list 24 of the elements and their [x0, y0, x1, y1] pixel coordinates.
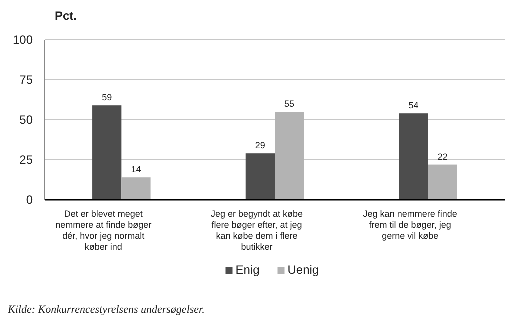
x-tick-label: Det er blevet meget nemmere at finde bøger dér, hvor jeg normalt køber ind — [56, 209, 152, 252]
y-tick-label: 0 — [26, 193, 34, 208]
legend-label: Enig — [236, 263, 260, 277]
x-tick-label: Jeg kan nemmere finde frem til de bøger, jeg gerne vil købe — [363, 209, 458, 241]
data-label: 14 — [131, 164, 142, 175]
y-tick-label: 50 — [20, 113, 34, 128]
bar — [92, 106, 122, 200]
bar — [122, 178, 151, 200]
y-tick-label: 100 — [12, 33, 34, 48]
data-label: 29 — [255, 140, 266, 151]
text: Kilde: Konkurrencestyrelsens undersøgelser. — [7, 304, 205, 316]
bar — [275, 112, 304, 200]
x-tick-label: Jeg er begyndt at købe flere bøger efter, at jeg kan købe dem i flere butikker — [210, 209, 304, 252]
legend-label: Uenig — [288, 263, 320, 277]
bar — [399, 114, 428, 200]
y-tick-label: 75 — [20, 73, 34, 88]
bar — [246, 154, 275, 200]
y-tick-label: 25 — [20, 153, 34, 168]
bar — [428, 164, 458, 200]
data-label: 59 — [102, 92, 112, 103]
data-label: 55 — [284, 99, 295, 109]
data-label: 22 — [438, 152, 448, 162]
data-label: 54 — [408, 100, 419, 111]
y-axis-title: Pct. — [55, 9, 78, 23]
